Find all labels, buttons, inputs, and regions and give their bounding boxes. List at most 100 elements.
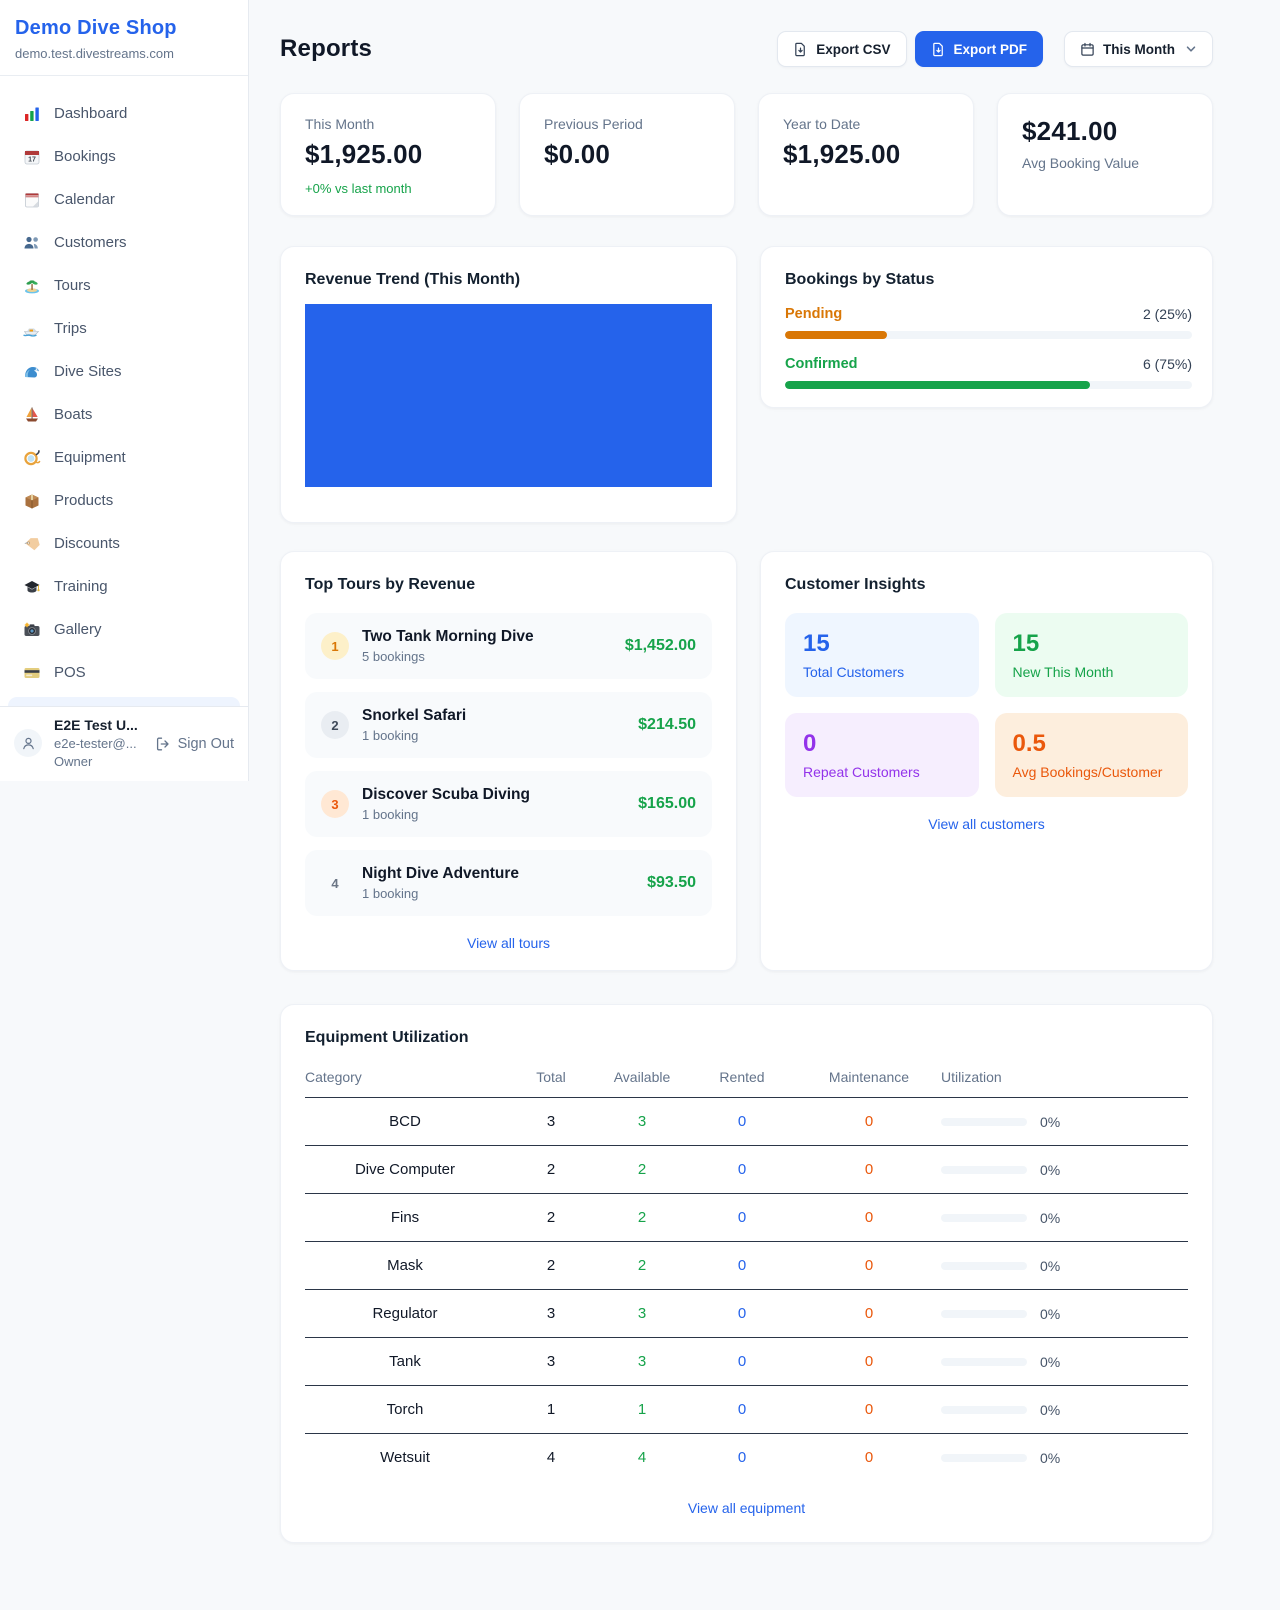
stat-value: $0.00 [544, 139, 611, 169]
equipment-utilization-card: Equipment Utilization Category Total Ava… [280, 1004, 1213, 1543]
tour-row[interactable]: 2 Snorkel Safari 1 booking $214.50 [305, 692, 712, 758]
camera-icon [22, 620, 41, 639]
cell-available: 3 [597, 1337, 687, 1386]
bookings-by-status-title: Bookings by Status [785, 271, 935, 288]
user-name: E2E Test U... [54, 717, 138, 733]
cell-rented: 0 [687, 1097, 797, 1146]
cell-available: 2 [597, 1193, 687, 1242]
tile-avg-bookings: 0.5 Avg Bookings/Customer [994, 713, 1188, 797]
tile-label: Total Customers [803, 664, 905, 680]
tour-bookings: 5 bookings [362, 649, 425, 664]
view-all-customers-link[interactable]: View all customers [928, 816, 1045, 832]
utilization-bar [941, 1165, 1027, 1174]
tour-revenue: $165.00 [638, 795, 696, 812]
stat-card-previous-period: Previous Period $0.00 [519, 93, 735, 216]
sidebar-item-label: Products [54, 492, 114, 509]
export-pdf-button[interactable]: Export PDF [914, 31, 1044, 67]
cell-maintenance: 0 [797, 1097, 941, 1146]
sidebar-item-dashboard[interactable]: Dashboard [8, 92, 240, 135]
sidebar-item-products[interactable]: Products [8, 479, 240, 522]
view-all-equipment-link[interactable]: View all equipment [687, 1500, 806, 1516]
tour-name: Snorkel Safari [362, 707, 467, 724]
sidebar-item-discounts[interactable]: Discounts [8, 522, 240, 565]
cell-maintenance: 0 [797, 1241, 941, 1290]
customer-insights-title: Customer Insights [785, 576, 926, 593]
cell-category: Regulator [305, 1289, 505, 1338]
sidebar-item-label: Calendar [54, 191, 115, 208]
sidebar-item-dive-sites[interactable]: Dive Sites [8, 350, 240, 393]
sidebar-item-label: Discounts [54, 535, 120, 552]
user-info: E2E Test U... e2e-tester@... Owner [54, 717, 143, 769]
sidebar-item-gallery[interactable]: Gallery [8, 608, 240, 651]
sidebar-item-customers[interactable]: Customers [8, 221, 240, 264]
stat-value: $241.00 [1022, 116, 1118, 146]
file-download-icon [932, 42, 943, 56]
sidebar-item-training[interactable]: Training [8, 565, 240, 608]
tour-row[interactable]: 3 Discover Scuba Diving 1 booking $165.0… [305, 771, 712, 837]
cell-utilization: 0% [941, 1193, 1188, 1242]
sidebar-item-pos[interactable]: POS [8, 651, 240, 694]
stat-label: Avg Booking Value [1022, 155, 1140, 171]
sidebar: Demo Dive Shop demo.test.divestreams.com… [0, 0, 249, 781]
tile-value: 15 [1012, 630, 1040, 657]
sidebar-item-equipment[interactable]: Equipment [8, 436, 240, 479]
sidebar-item-label: Tours [54, 277, 91, 294]
status-row-pending: Pending 2 (25%) [785, 306, 1192, 339]
cell-rented: 0 [687, 1385, 797, 1434]
export-csv-label: Export CSV [816, 41, 891, 57]
tour-row[interactable]: 1 Two Tank Morning Dive 5 bookings $1,45… [305, 613, 712, 679]
cell-category: Torch [305, 1385, 505, 1434]
tour-row[interactable]: 4 Night Dive Adventure 1 booking $93.50 [305, 850, 712, 916]
cell-available: 3 [597, 1289, 687, 1338]
cell-available: 2 [597, 1241, 687, 1290]
package-icon [22, 491, 41, 510]
status-bar-track [785, 331, 1192, 339]
cell-maintenance: 0 [797, 1145, 941, 1194]
sidebar-item-calendar[interactable]: Calendar [8, 178, 240, 221]
cell-maintenance: 0 [797, 1337, 941, 1386]
tile-label: Avg Bookings/Customer [1012, 764, 1163, 780]
svg-text:17: 17 [28, 156, 36, 163]
sidebar-item-boats[interactable]: Boats [8, 393, 240, 436]
bookings-by-status-card: Bookings by Status Pending 2 (25%) Confi… [760, 246, 1213, 408]
sidebar-item-reports-partial[interactable] [8, 697, 240, 706]
stat-label: Year to Date [783, 116, 861, 132]
tour-bookings: 1 booking [362, 728, 419, 743]
shop-domain: demo.test.divestreams.com [15, 46, 174, 61]
sidebar-item-tours[interactable]: Tours [8, 264, 240, 307]
sidebar-item-bookings[interactable]: 17 Bookings [8, 135, 240, 178]
sign-out-button[interactable]: Sign Out [155, 736, 234, 752]
sidebar-item-trips[interactable]: Trips [8, 307, 240, 350]
status-bar-track [785, 381, 1192, 389]
equipment-row: Fins 2 2 0 0 0% [305, 1193, 1188, 1242]
cell-total: 2 [505, 1145, 597, 1194]
tour-list: 1 Two Tank Morning Dive 5 bookings $1,45… [305, 613, 712, 916]
equipment-table: Category Total Available Rented Maintena… [305, 1059, 1188, 1481]
period-select[interactable]: This Month [1064, 31, 1213, 67]
cell-available: 2 [597, 1145, 687, 1194]
cell-available: 4 [637, 1449, 647, 1466]
customer-insights-card: Customer Insights 15 Total Customers 15 … [760, 551, 1213, 971]
tile-value: 15 [803, 630, 830, 657]
equipment-utilization-title: Equipment Utilization [305, 1029, 469, 1046]
cell-utilization: 0% [941, 1145, 1188, 1194]
cell-total: 3 [505, 1337, 597, 1386]
status-label: Confirmed [785, 356, 858, 372]
stat-value: $1,925.00 [783, 139, 901, 169]
rank-badge: 1 [321, 632, 349, 660]
cell-total: 1 [505, 1385, 597, 1434]
sidebar-item-label: Gallery [54, 621, 102, 638]
view-all-tours-link[interactable]: View all tours [466, 935, 550, 951]
sidebar-item-label: Training [54, 578, 108, 595]
graduation-cap-icon [22, 577, 41, 596]
sidebar-user-footer: E2E Test U... e2e-tester@... Owner Sign … [0, 706, 248, 781]
stat-card-avg-booking-value: $241.00 Avg Booking Value [997, 93, 1213, 216]
utilization-bar [941, 1117, 1027, 1126]
avatar [14, 729, 42, 757]
row-tours-insights: Top Tours by Revenue 1 Two Tank Morning … [280, 551, 1213, 971]
shop-name: Demo Dive Shop [15, 17, 177, 39]
sidebar-nav: Dashboard 17 Bookings Calendar Customers… [0, 76, 248, 697]
status-row-confirmed: Confirmed 6 (75%) [785, 356, 1192, 389]
cell-total: 3 [505, 1289, 597, 1338]
export-csv-button[interactable]: Export CSV [777, 31, 907, 67]
